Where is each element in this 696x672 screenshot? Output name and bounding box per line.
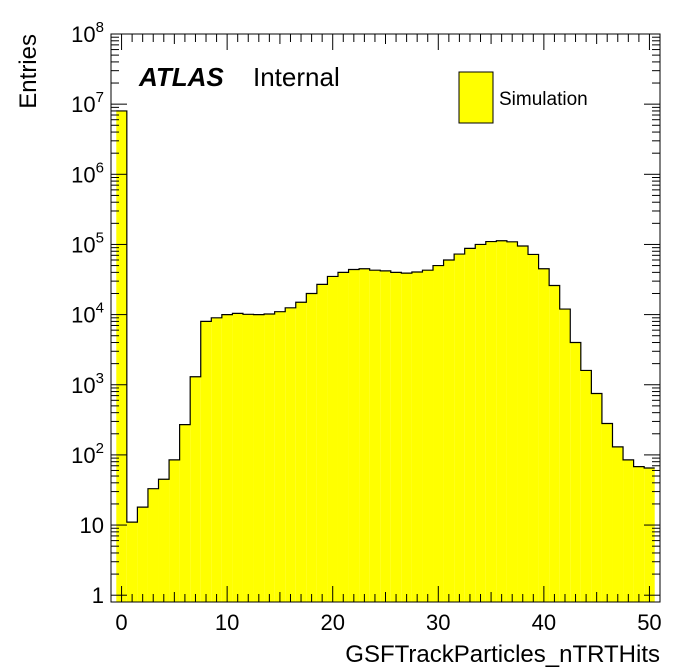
histogram-bar bbox=[475, 244, 486, 602]
histogram-bar bbox=[570, 342, 581, 602]
y-tick-label: 10 bbox=[80, 513, 104, 538]
histogram-bar bbox=[337, 272, 349, 602]
histogram-bar bbox=[422, 270, 434, 602]
histogram-bar bbox=[306, 293, 317, 602]
legend-swatch-simulation bbox=[458, 71, 494, 124]
histogram-bar bbox=[443, 260, 455, 602]
x-tick-label: 30 bbox=[426, 610, 450, 635]
histogram-bar bbox=[380, 270, 391, 602]
histogram-bar bbox=[327, 276, 338, 602]
histogram-bar bbox=[169, 459, 180, 602]
x-tick-label: 20 bbox=[320, 610, 344, 635]
histogram-bar bbox=[485, 241, 497, 603]
y-tick-label: 103 bbox=[71, 370, 104, 398]
y-tick-label: 104 bbox=[71, 300, 104, 328]
atlas-label: ATLAS bbox=[138, 62, 224, 92]
histogram-bar bbox=[116, 110, 127, 602]
x-tick-labels: 0 10 20 30 40 50 bbox=[115, 610, 661, 635]
histogram-bar bbox=[200, 321, 212, 602]
histogram-bar bbox=[580, 370, 592, 602]
histogram-bar bbox=[295, 302, 307, 602]
histogram-bar bbox=[517, 246, 529, 602]
histogram-bar bbox=[559, 309, 571, 602]
histogram-bar bbox=[454, 254, 465, 603]
histogram-bar bbox=[179, 424, 191, 602]
histogram-bar bbox=[623, 459, 634, 602]
histogram-bar bbox=[538, 268, 550, 602]
x-tick-label: 0 bbox=[115, 610, 127, 635]
histogram-bar bbox=[369, 270, 381, 602]
histogram-bar bbox=[528, 254, 539, 603]
y-tick-label: 107 bbox=[71, 89, 104, 117]
histogram-bar bbox=[633, 466, 645, 602]
histogram-bars bbox=[116, 110, 655, 603]
histogram-bar bbox=[190, 376, 201, 602]
histogram-bar bbox=[591, 393, 602, 602]
y-tick-labels: 1 10 102 103 104 105 106 107 108 bbox=[71, 19, 104, 608]
histogram-bar bbox=[253, 314, 265, 602]
histogram-bar bbox=[612, 446, 624, 602]
histogram-bar bbox=[348, 269, 360, 602]
histogram-bar bbox=[126, 522, 138, 602]
histogram-bar bbox=[496, 240, 507, 603]
y-tick-label: 108 bbox=[71, 19, 104, 47]
y-axis-title: Entries bbox=[15, 34, 42, 109]
histogram-bar bbox=[147, 488, 159, 602]
histogram-bar bbox=[211, 317, 222, 602]
histogram-bar bbox=[644, 468, 655, 602]
histogram-bar bbox=[232, 313, 243, 602]
x-axis-title: GSFTrackParticles_nTRTHits bbox=[345, 641, 660, 668]
histogram-bar bbox=[274, 311, 286, 602]
histogram-bar bbox=[359, 268, 370, 602]
x-tick-label: 50 bbox=[637, 610, 661, 635]
histogram-bar bbox=[411, 271, 423, 602]
legend-label-simulation: Simulation bbox=[499, 89, 588, 110]
x-tick-label: 10 bbox=[215, 610, 239, 635]
histogram-bar bbox=[285, 307, 296, 602]
histogram-bar bbox=[506, 241, 518, 602]
histogram-bar bbox=[549, 285, 560, 602]
histogram-bar bbox=[390, 272, 402, 602]
histogram-bar bbox=[242, 314, 254, 602]
plot-frame bbox=[110, 33, 661, 603]
histogram-outline bbox=[116, 110, 655, 523]
histogram-bar bbox=[601, 423, 613, 602]
histogram-bar bbox=[264, 313, 275, 602]
x-tick-label: 40 bbox=[532, 610, 556, 635]
histogram-bar bbox=[401, 273, 412, 602]
y-tick-label: 1 bbox=[92, 583, 104, 608]
histogram-bar bbox=[464, 248, 476, 602]
y-tick-label: 102 bbox=[71, 440, 104, 468]
histogram-bar bbox=[221, 314, 233, 602]
histogram-bar bbox=[137, 507, 148, 602]
internal-label: Internal bbox=[253, 62, 340, 92]
y-tick-label: 106 bbox=[71, 159, 104, 187]
y-tick-label: 105 bbox=[71, 229, 104, 257]
histogram-bar bbox=[158, 479, 170, 602]
histogram-bar bbox=[433, 265, 444, 602]
histogram-bar bbox=[316, 284, 328, 602]
